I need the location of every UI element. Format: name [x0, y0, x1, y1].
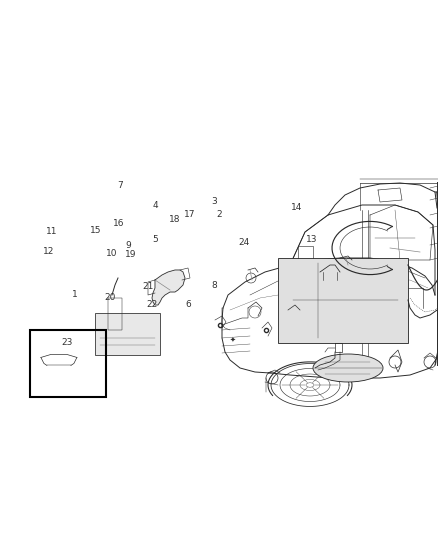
- Text: ✦: ✦: [230, 337, 236, 343]
- Text: 14: 14: [291, 204, 303, 212]
- Text: 13: 13: [306, 236, 318, 244]
- Text: 3: 3: [212, 197, 218, 206]
- Text: 17: 17: [184, 210, 195, 219]
- Text: 8: 8: [212, 281, 218, 289]
- Text: 23: 23: [61, 338, 72, 346]
- Bar: [30, 330, 106, 397]
- Bar: [95, 313, 160, 355]
- Text: 6: 6: [185, 301, 191, 309]
- Text: 5: 5: [152, 236, 159, 244]
- Text: 11: 11: [46, 228, 57, 236]
- Text: 1: 1: [71, 290, 78, 298]
- Text: 20: 20: [105, 293, 116, 302]
- Text: 9: 9: [125, 241, 131, 249]
- Polygon shape: [152, 270, 185, 305]
- Text: 19: 19: [125, 251, 136, 259]
- Text: 10: 10: [106, 249, 117, 257]
- Ellipse shape: [313, 354, 383, 382]
- Text: 22: 22: [147, 301, 158, 309]
- Text: 12: 12: [43, 247, 55, 256]
- Text: 4: 4: [153, 201, 158, 209]
- Text: 24: 24: [238, 238, 249, 247]
- Text: 18: 18: [169, 215, 180, 224]
- Bar: [278, 258, 408, 343]
- Text: 15: 15: [90, 226, 101, 235]
- Text: 7: 7: [117, 181, 124, 190]
- Text: 21: 21: [142, 282, 154, 291]
- Text: 16: 16: [113, 220, 124, 228]
- Text: 2: 2: [216, 210, 222, 219]
